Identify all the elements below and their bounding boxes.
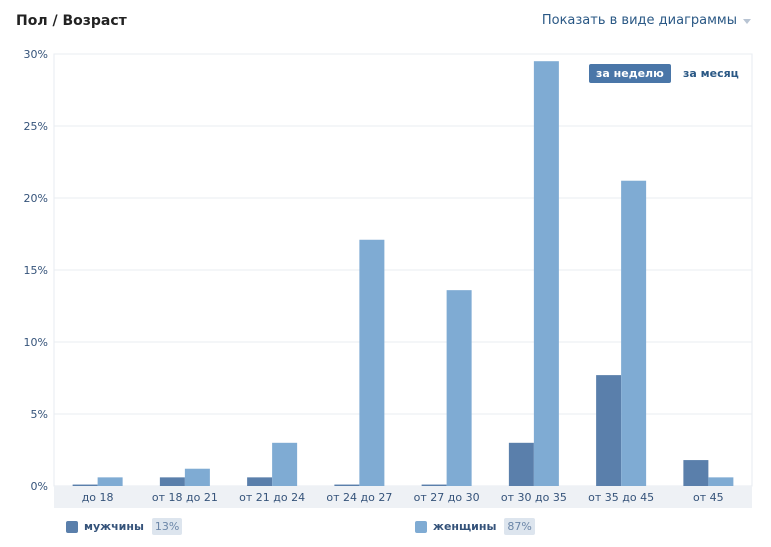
bar-men bbox=[159, 477, 185, 486]
bar-women bbox=[533, 61, 559, 486]
legend-item-women: женщины 87% bbox=[415, 518, 535, 535]
x-tick-label: от 30 до 35 bbox=[501, 491, 567, 504]
legend-swatch-women bbox=[415, 520, 427, 533]
y-tick-label: 10% bbox=[24, 336, 48, 349]
x-tick-label: от 24 до 27 bbox=[326, 491, 392, 504]
tab-week[interactable]: за неделю bbox=[589, 64, 671, 83]
y-tick-label: 15% bbox=[24, 264, 48, 277]
x-axis-band bbox=[54, 486, 752, 508]
bar-women bbox=[708, 477, 734, 486]
x-tick-label: от 21 до 24 bbox=[239, 491, 305, 504]
legend-percent-women: 87% bbox=[504, 518, 535, 535]
legend-percent-men: 13% bbox=[151, 518, 183, 535]
x-tick-label: от 27 до 30 bbox=[414, 491, 480, 504]
view-toggle-dropdown[interactable]: Показать в виде диаграммы bbox=[542, 13, 751, 28]
bar-men bbox=[72, 484, 98, 486]
x-tick-label: от 35 до 45 bbox=[588, 491, 654, 504]
bar-women bbox=[359, 239, 385, 486]
y-tick-label: 5% bbox=[31, 408, 48, 421]
y-tick-label: 30% bbox=[24, 48, 48, 61]
bar-men bbox=[247, 477, 273, 486]
bar-women bbox=[97, 477, 123, 486]
bar-men bbox=[683, 460, 709, 486]
bar-women bbox=[272, 442, 298, 486]
page-title: Пол / Возраст bbox=[16, 13, 127, 29]
chevron-down-icon bbox=[743, 19, 751, 24]
legend-label-men: мужчины bbox=[84, 520, 144, 533]
legend-item-men: мужчины 13% bbox=[66, 518, 183, 535]
y-tick-label: 25% bbox=[24, 120, 48, 133]
y-tick-label: 20% bbox=[24, 192, 48, 205]
x-tick-label: от 18 до 21 bbox=[152, 491, 218, 504]
bar-women bbox=[621, 180, 647, 486]
bar-men bbox=[596, 375, 622, 486]
bar-women bbox=[184, 468, 210, 486]
view-toggle-label: Показать в виде диаграммы bbox=[541, 13, 737, 28]
legend-label-women: женщины bbox=[433, 520, 497, 533]
bar-men bbox=[334, 484, 360, 486]
bar-men bbox=[421, 484, 447, 486]
bar-women bbox=[446, 290, 472, 486]
y-tick-label: 0% bbox=[31, 480, 48, 493]
tab-month[interactable]: за месяц bbox=[683, 67, 739, 80]
legend-swatch-men bbox=[66, 520, 78, 533]
x-tick-label: до 18 bbox=[82, 491, 114, 504]
x-tick-label: от 45 bbox=[693, 491, 724, 504]
bar-men bbox=[508, 442, 534, 486]
